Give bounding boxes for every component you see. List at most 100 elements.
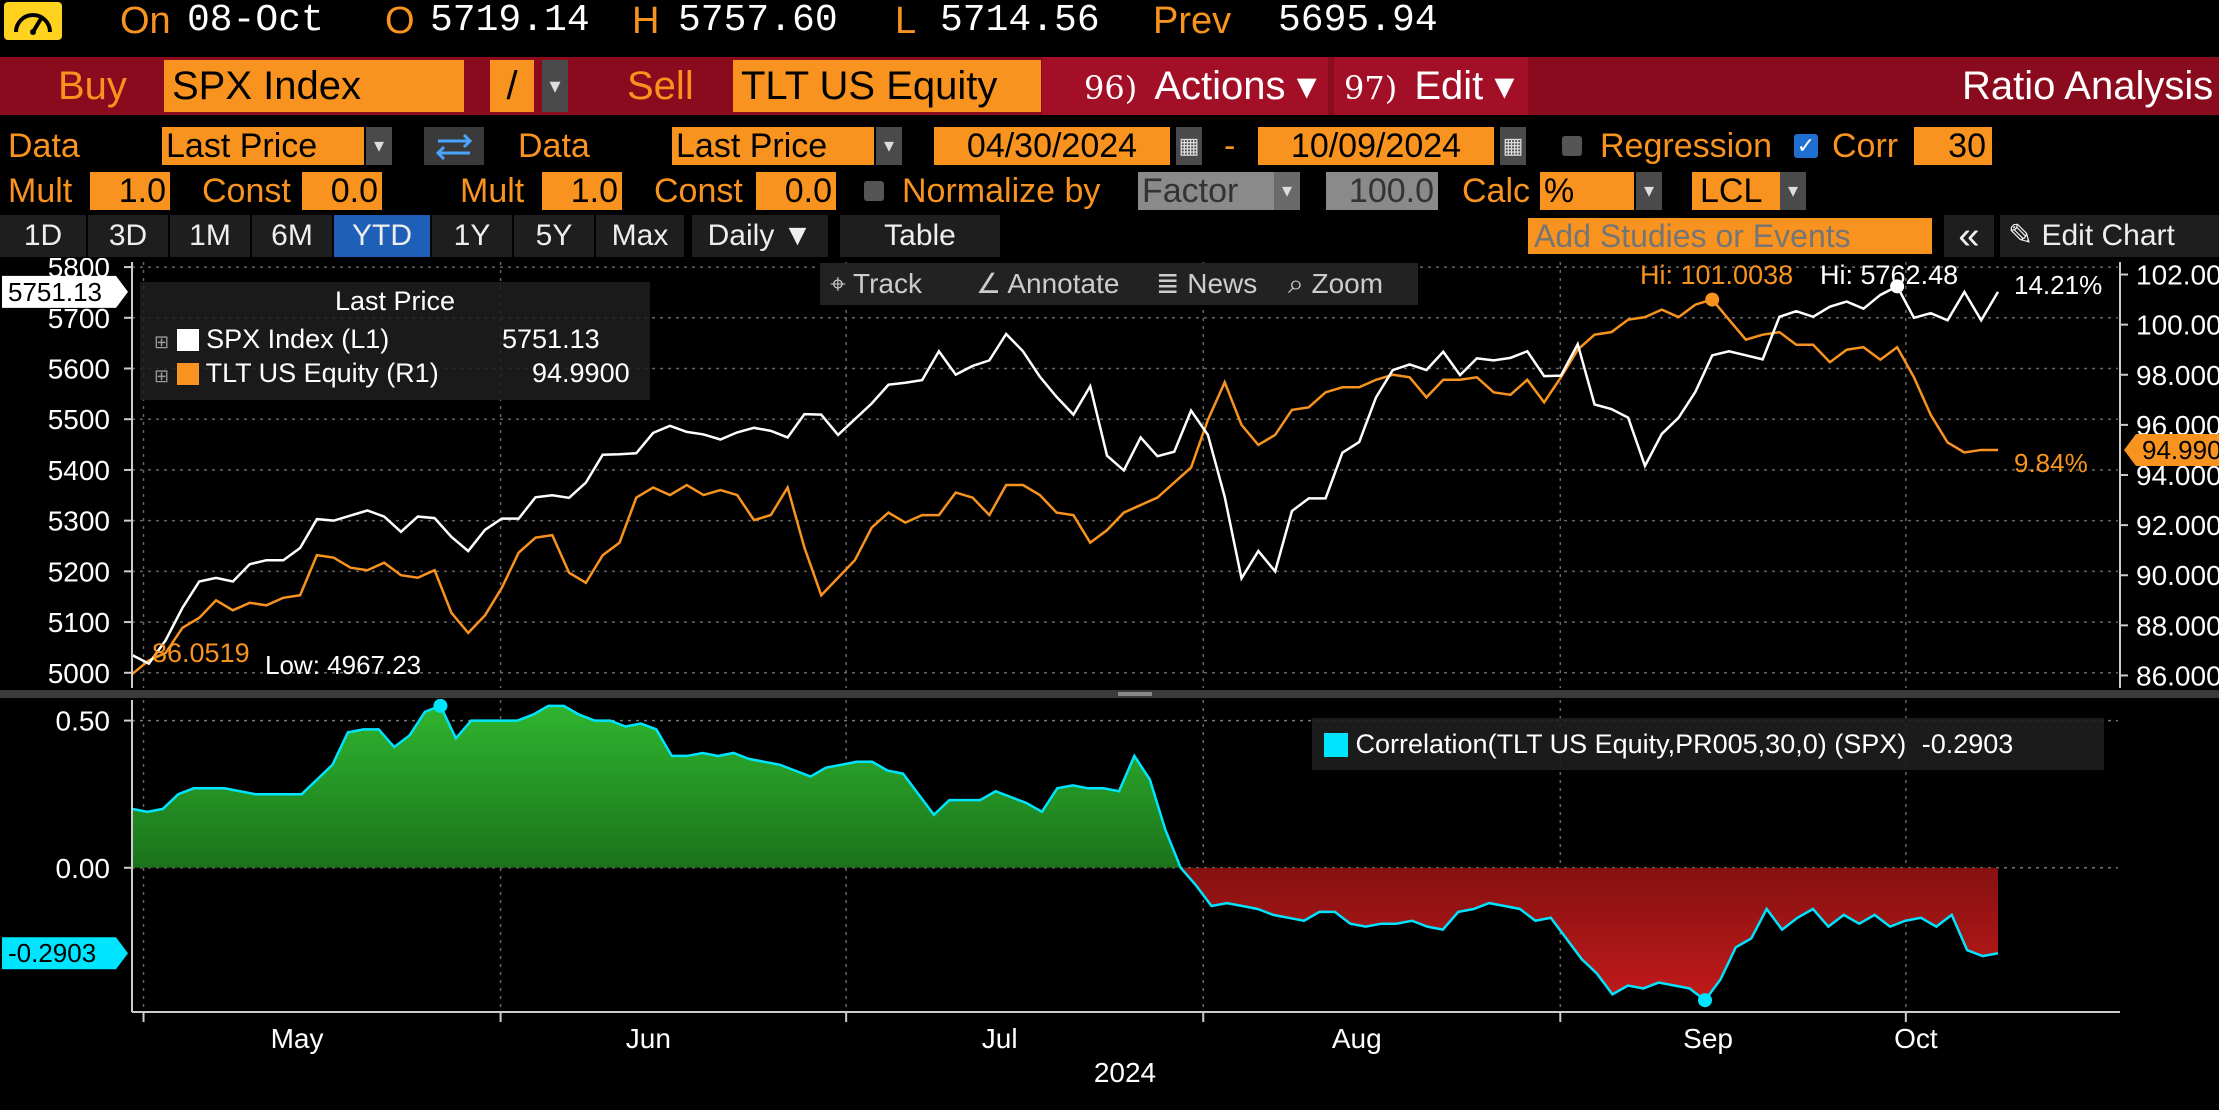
range-6m-button[interactable]: 6M — [252, 215, 332, 257]
mult2-input[interactable]: 1.0 — [542, 172, 622, 210]
right-tick-label: 88.000 — [2136, 610, 2219, 641]
expand-icon: ⊞ — [154, 366, 170, 386]
zoom-tool[interactable]: ⌕ Zoom — [1278, 263, 1418, 305]
right-tick-label: 100.000 — [2136, 310, 2219, 341]
range-1d-button[interactable]: 1D — [0, 215, 86, 257]
edit-number: 97) — [1344, 69, 1398, 107]
ratio-analysis-title: Ratio Analysis — [1962, 64, 2214, 108]
data-settings-row: Data Last Price ▾ Data Last Price ▾ 04/3… — [0, 125, 2219, 167]
tlt-first-value-label: 86.0519 — [152, 638, 250, 668]
calc-select[interactable]: % — [1540, 172, 1634, 210]
corr-tick-label: 0.00 — [56, 853, 111, 884]
high-value: 5757.60 — [678, 0, 838, 42]
end-date-input[interactable]: 10/09/2024 — [1258, 127, 1494, 165]
left-tick-label: 5500 — [48, 404, 110, 435]
x-tick-label: Jun — [626, 1023, 671, 1054]
prev-label: Prev — [1153, 0, 1232, 42]
buy-ticker-input[interactable]: SPX Index — [164, 60, 464, 112]
calc-dropdown-icon[interactable]: ▾ — [1636, 172, 1662, 210]
factor-input[interactable]: 100.0 — [1326, 172, 1438, 210]
edit-chart-button[interactable]: ✎ Edit Chart — [2000, 215, 2219, 257]
normalize-checkbox[interactable] — [864, 181, 884, 201]
currency-select[interactable]: LCL — [1692, 172, 1782, 210]
range-max-button[interactable]: Max — [596, 215, 684, 257]
start-calendar-icon[interactable]: ▦ — [1176, 127, 1202, 165]
actions-label: Actions ▾ — [1154, 64, 1317, 108]
edit-menu[interactable]: 97) Edit ▾ — [1334, 57, 1528, 115]
data-label-2: Data — [518, 127, 590, 165]
range-5y-button[interactable]: 5Y — [514, 215, 594, 257]
range-ytd-button[interactable]: YTD — [334, 215, 430, 257]
legend-item-tlt[interactable]: ⊞ TLT US Equity (R1) — [154, 358, 439, 389]
regression-checkbox[interactable] — [1562, 136, 1582, 156]
date-separator: - — [1224, 127, 1236, 165]
left-tick-label: 5300 — [48, 506, 110, 537]
calc-label: Calc — [1462, 172, 1531, 210]
annotate-tool[interactable]: ∠ Annotate — [966, 263, 1150, 305]
table-button[interactable]: Table — [840, 215, 1000, 257]
actions-menu[interactable]: 96) Actions ▾ — [1042, 57, 1328, 115]
chart-canvas[interactable]: 50005100520053005400550056005700580086.0… — [0, 258, 2219, 1110]
quote-date: 08-Oct — [187, 0, 324, 42]
price-panel — [131, 284, 2000, 676]
legend-item-spx[interactable]: ⊞ SPX Index (L1) — [154, 324, 389, 355]
open-label: O — [385, 0, 415, 42]
ratio-operator-select[interactable]: / — [490, 60, 534, 112]
sell-ticker-input[interactable]: TLT US Equity — [733, 60, 1041, 112]
data2-select[interactable]: Last Price — [672, 127, 874, 165]
corr-window-input[interactable]: 30 — [1914, 127, 1992, 165]
x-year-label: 2024 — [1094, 1057, 1156, 1088]
operator-dropdown-icon[interactable]: ▾ — [542, 60, 568, 112]
low-label: L — [895, 0, 917, 42]
open-value: 5719.14 — [430, 0, 590, 42]
collapse-button[interactable]: « — [1944, 215, 1994, 257]
normalize-dropdown-icon[interactable]: ▾ — [1274, 172, 1300, 210]
low-value: 5714.56 — [940, 0, 1100, 42]
add-studies-input[interactable] — [1528, 218, 1932, 254]
news-tool[interactable]: ≣ News — [1146, 263, 1282, 305]
const2-input[interactable]: 0.0 — [756, 172, 836, 210]
x-tick-label: Sep — [1683, 1023, 1733, 1054]
right-tick-label: 86.000 — [2136, 660, 2219, 691]
data1-dropdown-icon[interactable]: ▾ — [366, 127, 392, 165]
frequency-select[interactable]: Daily ▼ — [692, 215, 828, 257]
end-calendar-icon[interactable]: ▦ — [1500, 127, 1526, 165]
sell-label: Sell — [627, 64, 694, 108]
track-tool[interactable]: ⌖ Track — [820, 263, 970, 305]
spx-low-label: Low: 4967.23 — [265, 650, 421, 680]
data1-select[interactable]: Last Price — [162, 127, 364, 165]
buy-label: Buy — [58, 64, 127, 108]
normalize-label: Normalize by — [902, 172, 1101, 210]
left-tick-label: 5000 — [48, 658, 110, 689]
currency-dropdown-icon[interactable]: ▾ — [1780, 172, 1806, 210]
axes: 50005100520053005400550056005700580086.0… — [0, 258, 2219, 1088]
correlation-last-tag-text: -0.2903 — [8, 938, 96, 968]
correlation-panel — [131, 698, 1999, 1008]
news-icon: ≣ — [1156, 268, 1180, 299]
start-date-input[interactable]: 04/30/2024 — [934, 127, 1170, 165]
range-3d-button[interactable]: 3D — [88, 215, 168, 257]
tlt-high-marker — [1705, 292, 1720, 307]
correlation-legend: Correlation(TLT US Equity,PR005,30,0) (S… — [1312, 718, 2104, 770]
data2-dropdown-icon[interactable]: ▾ — [876, 127, 902, 165]
const1-input[interactable]: 0.0 — [302, 172, 382, 210]
spx-last-tag: 5751.13 — [2, 275, 128, 308]
normalize-select[interactable]: Factor — [1138, 172, 1286, 210]
quote-header: On 08-Oct O 5719.14 H 5757.60 L 5714.56 … — [0, 0, 2219, 42]
gauge-icon[interactable] — [4, 2, 62, 40]
ratio-toolbar: Buy SPX Index / ▾ Sell TLT US Equity 96)… — [0, 57, 2219, 115]
prev-value: 5695.94 — [1278, 0, 1438, 42]
divider-grip-icon — [1118, 692, 1152, 696]
x-tick-label: Aug — [1332, 1023, 1382, 1054]
range-1y-button[interactable]: 1Y — [432, 215, 512, 257]
mult1-input[interactable]: 1.0 — [90, 172, 170, 210]
track-label: Track — [853, 268, 923, 299]
tlt-change-label: 9.84% — [2014, 448, 2088, 478]
corr-checkbox-checked-icon[interactable]: ✓ — [1794, 134, 1818, 158]
on-label: On — [120, 0, 171, 42]
edit-chart-label: Edit Chart — [2041, 219, 2175, 252]
range-1m-button[interactable]: 1M — [170, 215, 250, 257]
right-tick-label: 98.000 — [2136, 360, 2219, 391]
swap-icon[interactable] — [424, 127, 484, 165]
const2-label: Const — [654, 172, 743, 210]
